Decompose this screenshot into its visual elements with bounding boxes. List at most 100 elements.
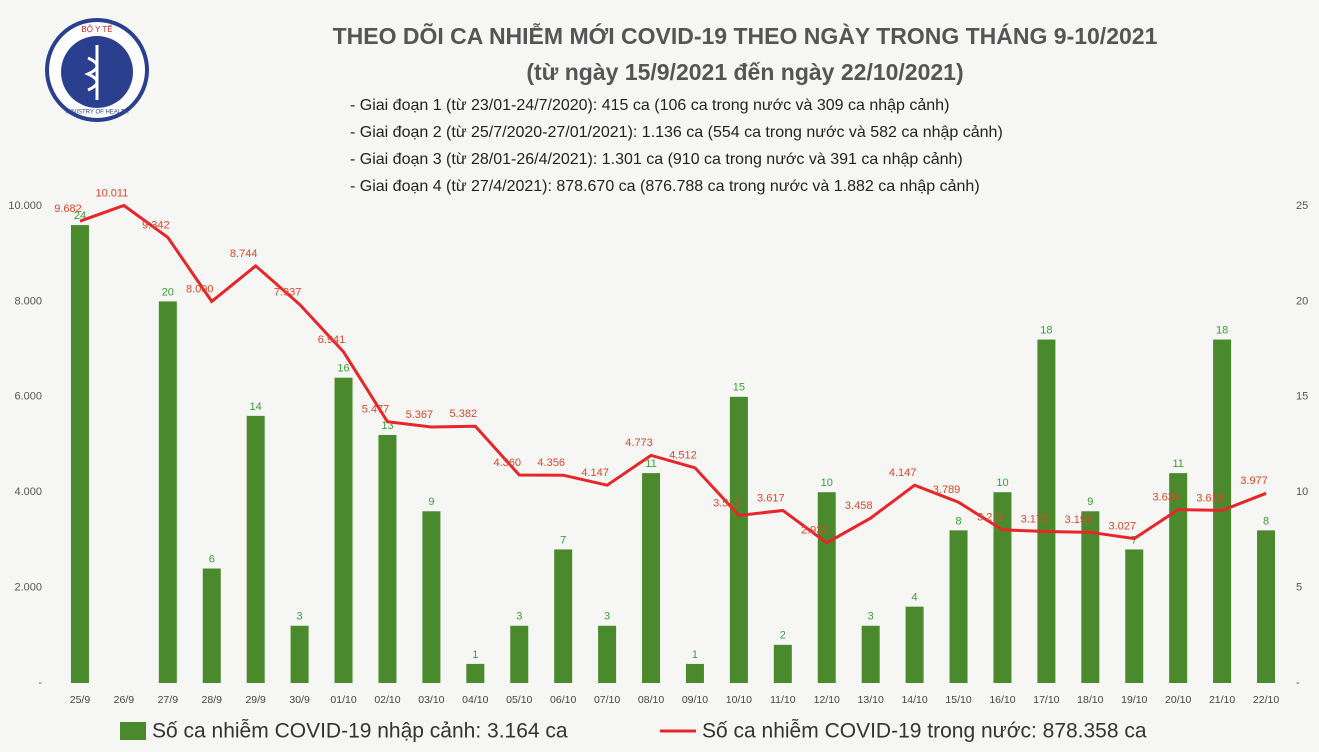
bar-label: 10 bbox=[821, 477, 833, 489]
bar-label: 10 bbox=[996, 477, 1008, 489]
bar bbox=[334, 377, 353, 683]
y2-tick-label: 5 bbox=[1296, 582, 1302, 594]
note: - Giai đoạn 3 (từ 28/01-26/4/2021): 1.30… bbox=[350, 151, 963, 168]
bar bbox=[1169, 473, 1188, 683]
x-tick-label: 14/10 bbox=[901, 694, 927, 706]
logo: BỘ Y TẾ MINISTRY OF HEALTH bbox=[45, 18, 149, 122]
bar-label: 1 bbox=[692, 649, 698, 661]
bar bbox=[905, 606, 924, 683]
x-tick-label: 10/10 bbox=[726, 694, 752, 706]
bar bbox=[685, 663, 704, 683]
bar-label: 8 bbox=[955, 515, 961, 527]
x-tick-label: 02/10 bbox=[374, 694, 400, 706]
y2-tick-label: 10 bbox=[1296, 486, 1308, 498]
x-tick-label: 21/10 bbox=[1209, 694, 1235, 706]
bar-label: 14 bbox=[250, 401, 262, 413]
line-label: 10.011 bbox=[95, 187, 128, 199]
bar-label: 6 bbox=[209, 553, 215, 565]
y2-tick-label: 25 bbox=[1296, 200, 1308, 212]
line-label: 3.027 bbox=[1108, 521, 1136, 533]
bar-label: 3 bbox=[516, 611, 522, 623]
bar bbox=[466, 663, 485, 683]
bar bbox=[378, 434, 397, 683]
legend-label: Số ca nhiễm COVID-19 trong nước: 878.358… bbox=[702, 720, 1147, 743]
bar-label: 15 bbox=[733, 382, 745, 394]
bar bbox=[246, 415, 265, 683]
line-label: 8.000 bbox=[186, 283, 214, 295]
x-tick-label: 03/10 bbox=[418, 694, 444, 706]
line-label: 5.477 bbox=[362, 404, 390, 416]
y-tick-label: 8.000 bbox=[14, 295, 42, 307]
line-label: 3.211 bbox=[977, 512, 1004, 524]
x-tick-label: 17/10 bbox=[1033, 694, 1059, 706]
bar bbox=[993, 492, 1012, 683]
line-label: 9.682 bbox=[54, 203, 82, 215]
bar bbox=[817, 492, 836, 683]
x-tick-label: 06/10 bbox=[550, 694, 576, 706]
x-tick-label: 25/9 bbox=[70, 694, 91, 706]
x-tick-label: 15/10 bbox=[945, 694, 971, 706]
y2-tick-label: 15 bbox=[1296, 391, 1308, 403]
line-label: 6.941 bbox=[318, 334, 346, 346]
line-label: 4.773 bbox=[625, 437, 653, 449]
x-tick-label: 19/10 bbox=[1121, 694, 1147, 706]
line-label: 2.939 bbox=[801, 525, 829, 537]
bar-label: 18 bbox=[1216, 324, 1228, 336]
x-tick-label: 22/10 bbox=[1253, 694, 1279, 706]
y-tick-label: 4.000 bbox=[14, 486, 42, 498]
x-tick-label: 20/10 bbox=[1165, 694, 1191, 706]
logo-emblem bbox=[84, 45, 99, 100]
bar-label: 20 bbox=[162, 286, 174, 298]
legend-swatch bbox=[120, 722, 146, 740]
line-label: 4.356 bbox=[537, 457, 565, 469]
line-label: 3.618 bbox=[1196, 492, 1224, 504]
x-tick-label: 16/10 bbox=[989, 694, 1015, 706]
note: - Giai đoạn 2 (từ 25/7/2020-27/01/2021):… bbox=[350, 124, 1003, 141]
x-tick-label: 01/10 bbox=[330, 694, 356, 706]
bar bbox=[773, 644, 792, 683]
bar-label: 11 bbox=[645, 458, 656, 470]
x-tick-label: 08/10 bbox=[638, 694, 664, 706]
x-tick-label: 30/9 bbox=[289, 694, 310, 706]
line-label: 8.744 bbox=[230, 248, 258, 260]
chart-title: THEO DÕI CA NHIỄM MỚI COVID-19 THEO NGÀY… bbox=[333, 21, 1158, 49]
bar bbox=[554, 549, 573, 683]
x-tick-label: 18/10 bbox=[1077, 694, 1103, 706]
y-tick-label: 6.000 bbox=[14, 391, 42, 403]
x-tick-label: 05/10 bbox=[506, 694, 532, 706]
note: - Giai đoạn 1 (từ 23/01-24/7/2020): 415 … bbox=[350, 97, 949, 114]
bar bbox=[290, 625, 309, 683]
line-label: 4.360 bbox=[493, 457, 521, 469]
x-tick-label: 04/10 bbox=[462, 694, 488, 706]
bar bbox=[202, 568, 221, 683]
line-label: 4.147 bbox=[581, 467, 609, 479]
x-tick-label: 12/10 bbox=[814, 694, 840, 706]
x-tick-label: 26/9 bbox=[114, 694, 135, 706]
line-label: 3.635 bbox=[1152, 492, 1180, 504]
line-label: 4.512 bbox=[669, 450, 697, 462]
logo-top: BỘ Y TẾ bbox=[81, 24, 112, 34]
bar-label: 16 bbox=[337, 363, 349, 375]
y-tick-label: 2.000 bbox=[14, 582, 42, 594]
bar-label: 2 bbox=[780, 630, 786, 642]
x-tick-label: 29/9 bbox=[245, 694, 266, 706]
line-label: 5.367 bbox=[406, 409, 434, 421]
bar-label: 4 bbox=[912, 592, 918, 604]
logo-bottom: MINISTRY OF HEALTH bbox=[65, 110, 128, 116]
bar bbox=[1037, 339, 1056, 683]
bar-label: 1 bbox=[472, 649, 478, 661]
bar bbox=[861, 625, 880, 683]
line-label: 5.382 bbox=[450, 408, 478, 420]
x-tick-label: 07/10 bbox=[594, 694, 620, 706]
line-label: 3.458 bbox=[845, 500, 873, 512]
bar bbox=[642, 473, 661, 683]
bar-label: 18 bbox=[1040, 324, 1052, 336]
bar bbox=[1081, 511, 1100, 683]
bar-label: 7 bbox=[560, 534, 566, 546]
x-tick-label: 13/10 bbox=[858, 694, 884, 706]
bar bbox=[70, 225, 89, 683]
line-label: 3.159 bbox=[1065, 514, 1093, 526]
bar bbox=[510, 625, 529, 683]
y2-tick-label: - bbox=[1296, 677, 1300, 689]
